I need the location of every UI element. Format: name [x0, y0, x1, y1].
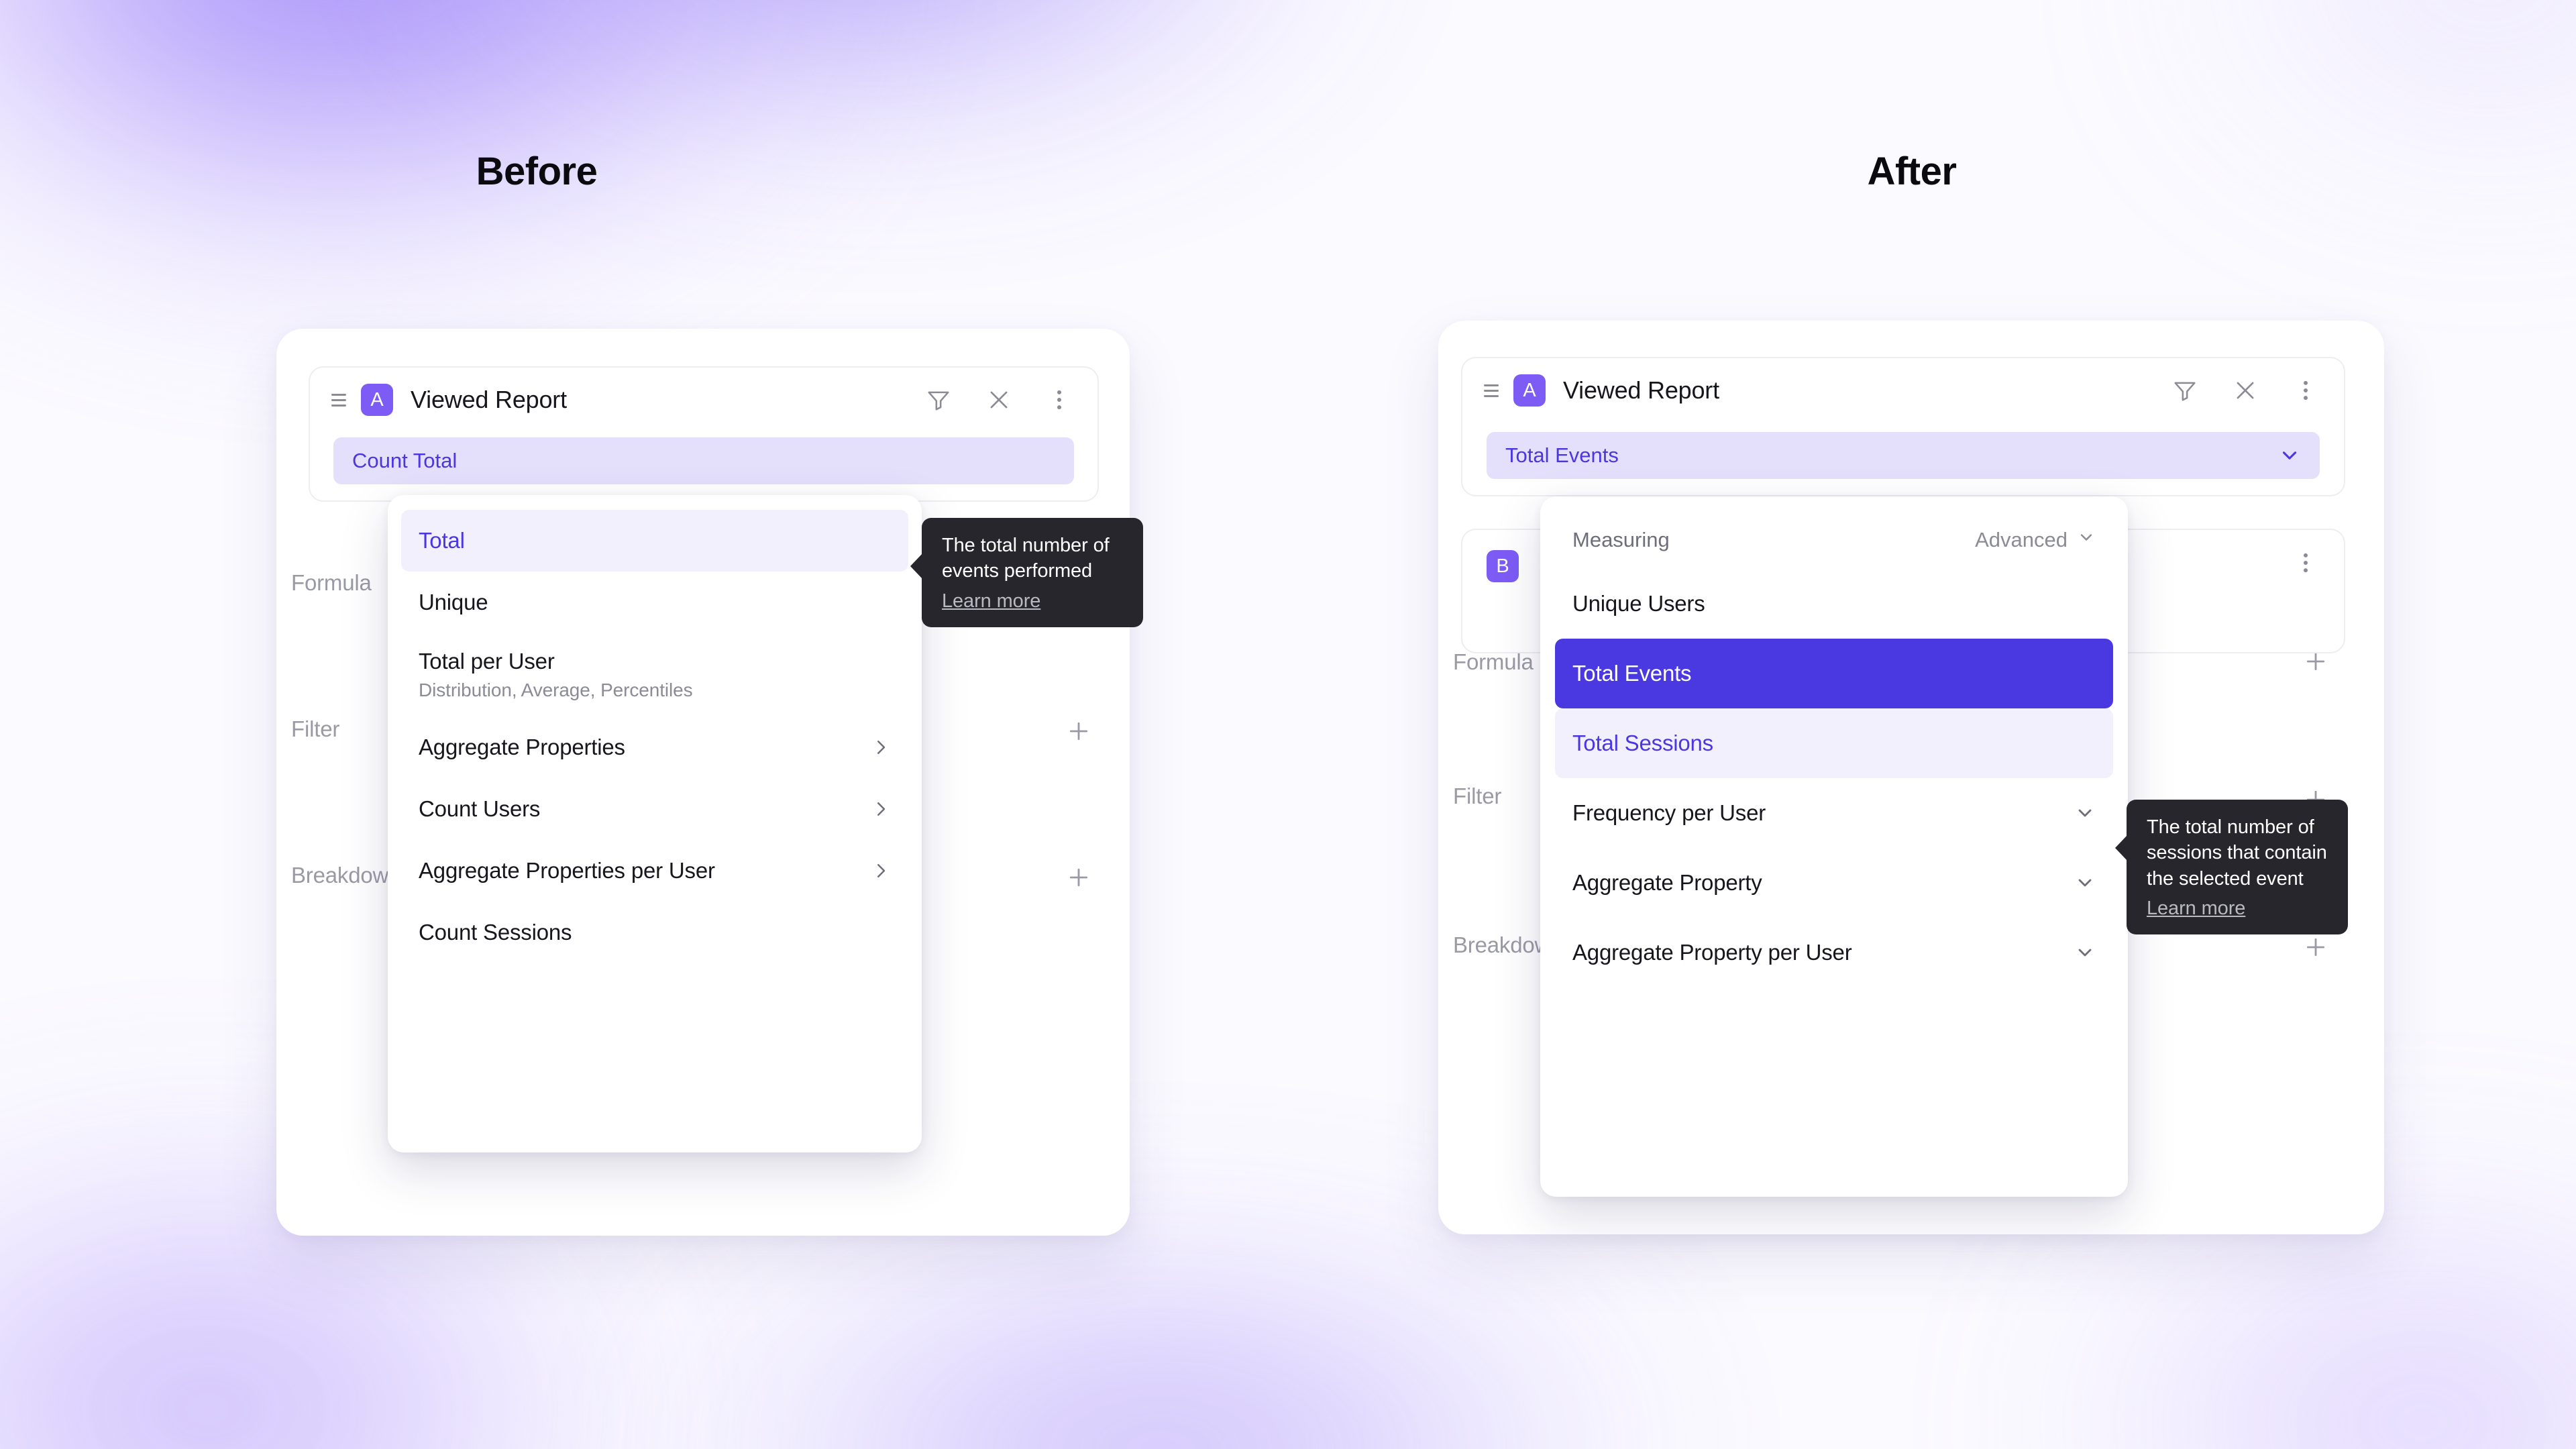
heading-after: After	[1867, 150, 1957, 193]
add-filter-button-before[interactable]	[1060, 712, 1097, 750]
menu-item-label: Total per User	[419, 649, 555, 674]
event-card-b-actions	[2293, 550, 2318, 576]
chevron-right-icon	[871, 799, 891, 819]
menu-item-unique[interactable]: Unique	[401, 572, 908, 633]
event-card-header-after: A Viewed Report	[1462, 358, 2344, 423]
menu-item-count-users[interactable]: Count Users	[401, 778, 908, 840]
advanced-label: Advanced	[1975, 528, 2068, 551]
chevron-right-icon	[871, 861, 891, 881]
field-label-filter-after: Filter	[1453, 784, 1502, 808]
measure-chip-label-before: Count Total	[352, 449, 458, 472]
menu-item-label: Aggregate Property per User	[1572, 940, 1852, 965]
menu-item-frequency-per-user[interactable]: Frequency per User	[1555, 778, 2113, 848]
more-vertical-icon[interactable]	[2293, 550, 2318, 576]
chevron-down-icon	[2074, 872, 2096, 894]
gradient-blob-top-right	[2187, 0, 2576, 148]
plus-icon	[2306, 938, 2325, 957]
add-breakdown-button-before[interactable]	[1060, 859, 1097, 896]
menu-item-label: Unique	[419, 590, 488, 614]
menu-item-label: Total Sessions	[1572, 731, 1713, 755]
menu-item-label: Aggregate Property	[1572, 870, 1762, 895]
event-header-actions-after	[2172, 378, 2318, 403]
menu-item-label: Aggregate Properties per User	[419, 858, 715, 883]
field-label-formula-after: Formula	[1453, 649, 1534, 674]
add-formula-button-after[interactable]	[2297, 643, 2334, 680]
gradient-blob-bottom-center	[657, 1275, 1664, 1449]
measure-dropdown-before: Total Unique Total per User Distribution…	[388, 495, 922, 1152]
menu-item-label: Count Users	[419, 796, 541, 821]
menu-item-total[interactable]: Total	[401, 510, 908, 572]
event-card-header-before: A Viewed Report	[310, 368, 1097, 432]
menu-item-unique-users[interactable]: Unique Users	[1555, 569, 2113, 639]
menu-item-label: Total Events	[1572, 661, 1692, 686]
tooltip-learn-more-link-after[interactable]: Learn more	[2147, 897, 2246, 919]
menu-item-aggregate-properties-per-user[interactable]: Aggregate Properties per User	[401, 840, 908, 902]
menu-item-label: Unique Users	[1572, 591, 1705, 616]
event-card-after: A Viewed Report Total Events	[1461, 357, 2345, 496]
plus-icon	[1069, 722, 1088, 741]
menu-item-aggregate-properties[interactable]: Aggregate Properties	[401, 716, 908, 778]
menu-item-label: Count Sessions	[419, 920, 572, 945]
tooltip-text-after: The total number of sessions that contai…	[2147, 816, 2327, 890]
event-title-before: Viewed Report	[411, 386, 567, 413]
measure-dropdown-after: Measuring Advanced Unique Users Total Ev…	[1540, 496, 2128, 1197]
more-vertical-icon[interactable]	[2293, 378, 2318, 403]
plus-icon	[1069, 868, 1088, 887]
field-label-filter-before: Filter	[291, 716, 340, 741]
measuring-label: Measuring	[1572, 528, 1670, 551]
menu-item-label: Frequency per User	[1572, 800, 1766, 825]
tooltip-arrow-icon	[910, 553, 923, 580]
more-vertical-icon[interactable]	[1046, 387, 1072, 413]
menu-item-label: Total	[419, 528, 465, 553]
drag-handle-icon[interactable]	[1484, 384, 1501, 397]
menu-item-total-events[interactable]: Total Events	[1555, 639, 2113, 708]
menu-item-count-sessions[interactable]: Count Sessions	[401, 902, 908, 963]
tooltip-learn-more-link-before[interactable]: Learn more	[942, 590, 1041, 612]
gradient-blob-bottom-right	[2053, 1214, 2576, 1449]
filter-icon[interactable]	[2172, 378, 2198, 403]
chevron-down-icon	[2077, 528, 2096, 552]
measure-chip-after[interactable]: Total Events	[1487, 432, 2320, 479]
menu-item-total-sessions[interactable]: Total Sessions	[1555, 708, 2113, 778]
event-card-b-header: B	[1462, 530, 2344, 652]
event-badge-b: B	[1487, 550, 1519, 582]
plus-icon	[2306, 652, 2325, 671]
event-badge-a: A	[361, 384, 393, 416]
event-badge-a: A	[1513, 374, 1546, 407]
dropdown-header-measuring: Measuring Advanced	[1555, 511, 2113, 569]
menu-item-aggregate-property[interactable]: Aggregate Property	[1555, 848, 2113, 918]
menu-item-total-per-user[interactable]: Total per User Distribution, Average, Pe…	[401, 633, 908, 716]
measure-chip-before[interactable]: Count Total	[333, 437, 1074, 484]
menu-item-aggregate-property-per-user[interactable]: Aggregate Property per User	[1555, 918, 2113, 987]
menu-item-label: Aggregate Properties	[419, 735, 625, 759]
event-title-after: Viewed Report	[1563, 376, 1719, 404]
advanced-toggle[interactable]: Advanced	[1975, 528, 2096, 552]
tooltip-arrow-icon	[2115, 835, 2128, 861]
tooltip-before: The total number of events performed Lea…	[910, 518, 1143, 627]
filter-icon[interactable]	[926, 387, 951, 413]
add-breakdown-button-after[interactable]	[2297, 928, 2334, 966]
measure-chip-label-after: Total Events	[1505, 443, 1619, 467]
chevron-down-icon	[2074, 802, 2096, 824]
menu-item-sublabel: Distribution, Average, Percentiles	[419, 680, 693, 700]
event-card-before: A Viewed Report Count Total	[309, 366, 1099, 502]
chevron-down-icon	[2278, 444, 2301, 467]
drag-handle-icon[interactable]	[331, 393, 349, 407]
close-icon[interactable]	[2233, 378, 2258, 403]
event-header-actions-before	[926, 387, 1072, 413]
tooltip-text-before: The total number of events performed	[942, 535, 1110, 582]
field-label-breakdown-before: Breakdown	[291, 863, 401, 888]
chevron-right-icon	[871, 737, 891, 757]
field-label-formula-before: Formula	[291, 570, 372, 595]
heading-before: Before	[476, 150, 598, 193]
tooltip-after: The total number of sessions that contai…	[2115, 800, 2348, 935]
chevron-down-icon	[2074, 942, 2096, 963]
close-icon[interactable]	[986, 387, 1012, 413]
